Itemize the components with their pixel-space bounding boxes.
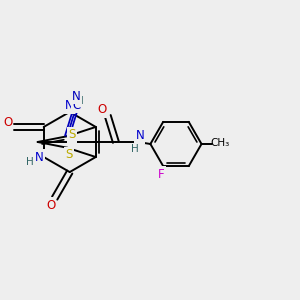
Text: N: N — [136, 130, 144, 142]
Text: O: O — [3, 116, 12, 129]
Text: H: H — [131, 144, 139, 154]
Text: O: O — [46, 199, 55, 212]
Text: S: S — [68, 128, 75, 142]
Text: S: S — [65, 148, 73, 161]
Text: CH₃: CH₃ — [210, 138, 229, 148]
Text: O: O — [97, 103, 106, 116]
Text: C: C — [72, 99, 80, 112]
Text: F: F — [158, 168, 164, 181]
Text: N: N — [72, 90, 81, 103]
Text: H: H — [26, 157, 34, 167]
Text: N: N — [35, 151, 44, 164]
Text: H: H — [76, 96, 84, 106]
Text: N: N — [65, 99, 74, 112]
